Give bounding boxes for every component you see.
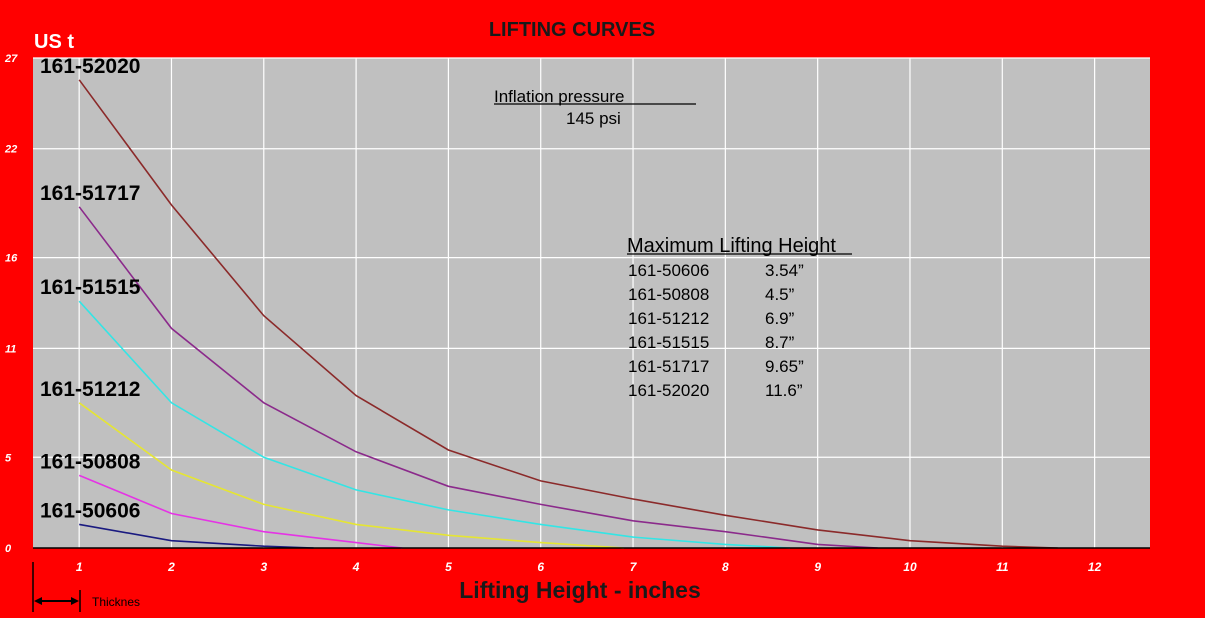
series-label-161-50606: 161-50606 bbox=[40, 499, 140, 522]
y-tick-label: 27 bbox=[4, 53, 18, 65]
x-tick-label: 3 bbox=[260, 560, 267, 574]
thickness-label: Thicknes bbox=[92, 595, 140, 609]
grid-lines bbox=[33, 57, 1150, 548]
x-tick-label: 7 bbox=[630, 560, 638, 574]
series-label-161-51515: 161-51515 bbox=[40, 276, 141, 299]
series-line-161-51717 bbox=[78, 206, 878, 549]
x-tick-label: 5 bbox=[445, 560, 452, 574]
series-label-161-50808: 161-50808 bbox=[40, 450, 141, 473]
y-tick-labels: 0 5 11 16 22 27 bbox=[4, 53, 18, 555]
series-line-161-50808 bbox=[78, 474, 403, 549]
x-tick-label: 4 bbox=[352, 560, 360, 574]
x-tick-label: 1 bbox=[76, 560, 83, 574]
thickness-arrow-icon bbox=[32, 562, 81, 612]
series-label-161-52020: 161-52020 bbox=[40, 55, 140, 78]
series-lines bbox=[78, 79, 1058, 549]
series-label-161-51212: 161-51212 bbox=[40, 378, 140, 401]
x-tick-label: 9 bbox=[814, 560, 821, 574]
table-row-model: 161-50808 bbox=[628, 285, 709, 304]
x-tick-labels: 1 2 3 4 5 6 7 8 9 10 11 12 bbox=[76, 560, 1102, 574]
y-tick-label: 0 bbox=[5, 543, 12, 555]
x-tick-label: 2 bbox=[167, 560, 175, 574]
table-row-model: 161-50606 bbox=[628, 261, 709, 280]
table-row-height: 4.5” bbox=[765, 285, 795, 304]
series-line-161-52020 bbox=[78, 79, 1058, 549]
x-axis-label: Lifting Height - inches bbox=[459, 577, 701, 603]
table-row-model: 161-51212 bbox=[628, 309, 709, 328]
table-row-model: 161-52020 bbox=[628, 381, 709, 400]
series-labels: 161-52020 161-51717 161-51515 161-51212 161-… bbox=[40, 55, 141, 523]
pressure-value: 145 psi bbox=[566, 109, 621, 128]
x-tick-label: 11 bbox=[996, 560, 1009, 574]
table-row-model: 161-51515 bbox=[628, 333, 709, 352]
x-tick-label: 12 bbox=[1088, 560, 1102, 574]
series-label-161-51717: 161-51717 bbox=[40, 182, 140, 205]
y-tick-label: 11 bbox=[5, 343, 16, 355]
x-tick-label: 6 bbox=[537, 560, 544, 574]
max-height-table-title: Maximum Lifting Height bbox=[627, 235, 836, 257]
plot-background bbox=[33, 58, 1150, 548]
y-tick-label: 22 bbox=[4, 144, 17, 156]
table-row-height: 9.65” bbox=[765, 357, 804, 376]
max-height-table: 161-50606 3.54” 161-50808 4.5” 161-51212 6.9”… bbox=[628, 261, 804, 400]
pressure-title: Inflation pressure bbox=[494, 87, 624, 106]
series-line-161-50606 bbox=[79, 523, 314, 549]
table-row-height: 6.9” bbox=[765, 309, 795, 328]
chart-title: LIFTING CURVES bbox=[489, 19, 655, 41]
y-unit-label: US t bbox=[34, 31, 74, 53]
series-line-161-51515 bbox=[78, 300, 791, 549]
table-row-height: 8.7” bbox=[765, 333, 795, 352]
table-row-model: 161-51717 bbox=[628, 357, 709, 376]
y-tick-label: 16 bbox=[5, 253, 18, 265]
table-row-height: 3.54” bbox=[765, 261, 804, 280]
series-line-161-51212 bbox=[78, 402, 624, 549]
y-tick-label: 5 bbox=[5, 452, 12, 464]
table-row-height: 11.6” bbox=[765, 381, 803, 400]
x-tick-label: 10 bbox=[903, 560, 917, 574]
x-tick-label: 8 bbox=[722, 560, 729, 574]
